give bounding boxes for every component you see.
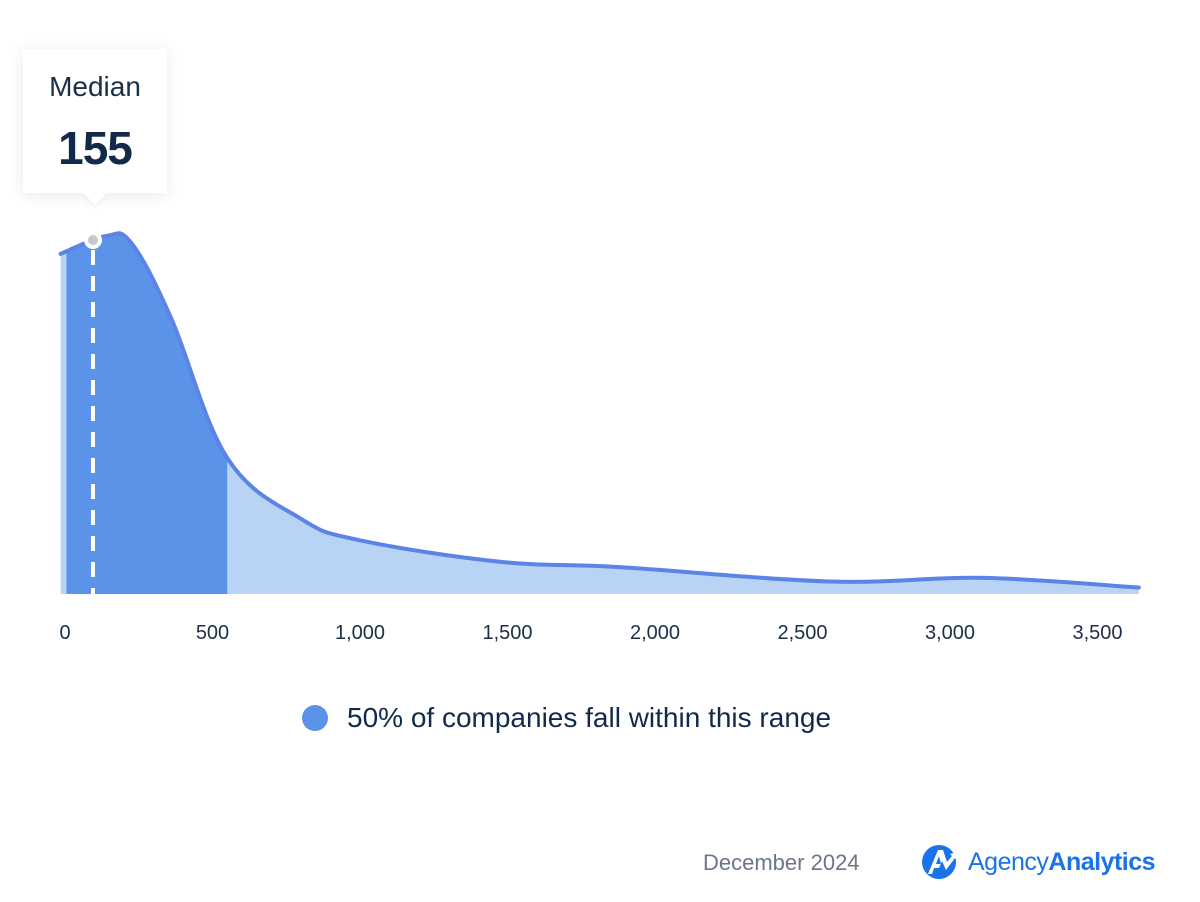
legend-label: 50% of companies fall within this range <box>347 702 832 733</box>
x-tick-label: 1,000 <box>334 622 386 644</box>
legend-swatch-icon <box>302 705 328 731</box>
brand-name: AgencyAnalytics <box>968 847 1156 877</box>
legend[interactable]: 50% of companies fall within this range <box>302 702 831 734</box>
tooltip-value: 155 <box>58 122 133 174</box>
brand-name-light: Agency <box>968 847 1049 876</box>
report-date: December 2024 <box>703 850 860 875</box>
x-tick-label: 0 <box>59 622 71 644</box>
x-tick-label: 2,000 <box>629 622 681 644</box>
x-tick-label: 3,000 <box>924 622 976 644</box>
x-tick-label: 2,500 <box>777 622 828 644</box>
tooltip-pointer <box>83 193 107 205</box>
agency-analytics-logo-icon <box>922 845 958 879</box>
median-marker-dot <box>88 235 98 245</box>
fifty-percent-range-area <box>66 233 228 594</box>
x-tick-label: 1,500 <box>482 622 533 644</box>
brand-name-bold: Analytics <box>1048 847 1156 876</box>
x-tick-label: 3,500 <box>1072 622 1123 644</box>
x-tick-label: 500 <box>195 622 230 644</box>
distribution-curve <box>58 231 1141 590</box>
tooltip-label: Median <box>49 71 141 102</box>
brand-logo: AgencyAnalytics <box>920 843 1156 881</box>
median-tooltip: Median 155 <box>23 49 167 205</box>
